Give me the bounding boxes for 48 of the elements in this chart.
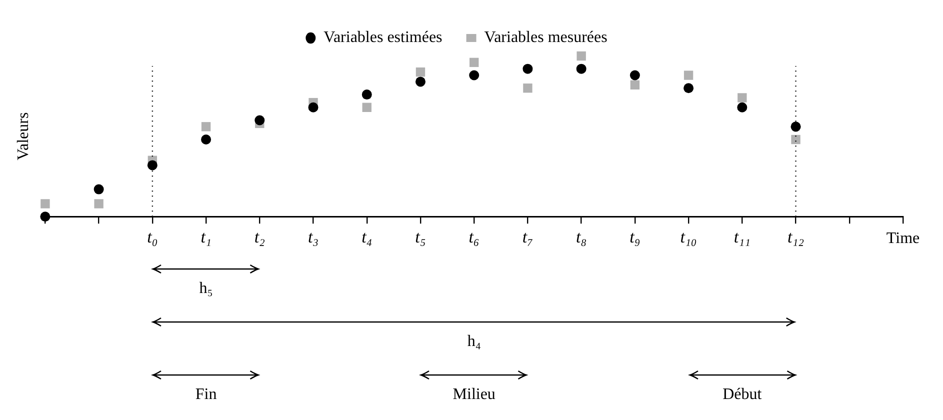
point bbox=[40, 199, 50, 208]
x-tick-label: t₁₂ bbox=[788, 227, 804, 246]
point bbox=[415, 76, 426, 87]
point bbox=[254, 115, 265, 126]
x-tick-label: t₄ bbox=[362, 227, 372, 246]
point bbox=[469, 70, 480, 80]
point bbox=[630, 80, 640, 90]
text: h₅ bbox=[199, 280, 213, 297]
point bbox=[790, 122, 801, 132]
x-tick-label: t₀ bbox=[147, 227, 158, 246]
point bbox=[791, 134, 800, 144]
point bbox=[522, 64, 533, 74]
point bbox=[737, 102, 748, 112]
point bbox=[362, 102, 372, 112]
point bbox=[684, 83, 694, 94]
x-tick-label: t₆ bbox=[468, 227, 480, 246]
x-tick-label: t₅ bbox=[415, 227, 426, 246]
point bbox=[201, 122, 211, 132]
point bbox=[470, 58, 479, 68]
x-tick-label: t₈ bbox=[576, 227, 587, 246]
x-tick-label: t₃ bbox=[308, 227, 319, 246]
point bbox=[308, 102, 318, 112]
x-tick-label: t₇ bbox=[522, 227, 534, 246]
legend-label: Variables estimées bbox=[324, 29, 442, 46]
point bbox=[416, 67, 426, 77]
x-tick-label: t₁₁ bbox=[734, 227, 750, 246]
text: Début bbox=[722, 386, 762, 403]
point bbox=[523, 84, 532, 93]
point bbox=[630, 70, 640, 80]
x-axis-title: Time bbox=[886, 230, 920, 247]
x-tick-label: t₁ bbox=[200, 227, 212, 246]
text: h₄ bbox=[467, 332, 482, 350]
point bbox=[576, 64, 586, 74]
point bbox=[201, 134, 212, 145]
y-axis-title: Valeurs bbox=[14, 112, 32, 160]
point bbox=[576, 51, 586, 61]
point bbox=[94, 199, 104, 208]
legend-label: Variables mesurées bbox=[484, 29, 608, 46]
x-tick-label: t₂ bbox=[254, 227, 266, 246]
text: Fin bbox=[195, 386, 217, 403]
point bbox=[684, 70, 694, 80]
text: Milieu bbox=[452, 386, 496, 403]
point bbox=[362, 90, 372, 100]
x-tick-label: t₉ bbox=[630, 227, 640, 246]
x-tick-label: t₁₀ bbox=[680, 227, 697, 246]
point bbox=[738, 93, 747, 102]
point bbox=[147, 160, 158, 170]
point bbox=[94, 184, 104, 194]
